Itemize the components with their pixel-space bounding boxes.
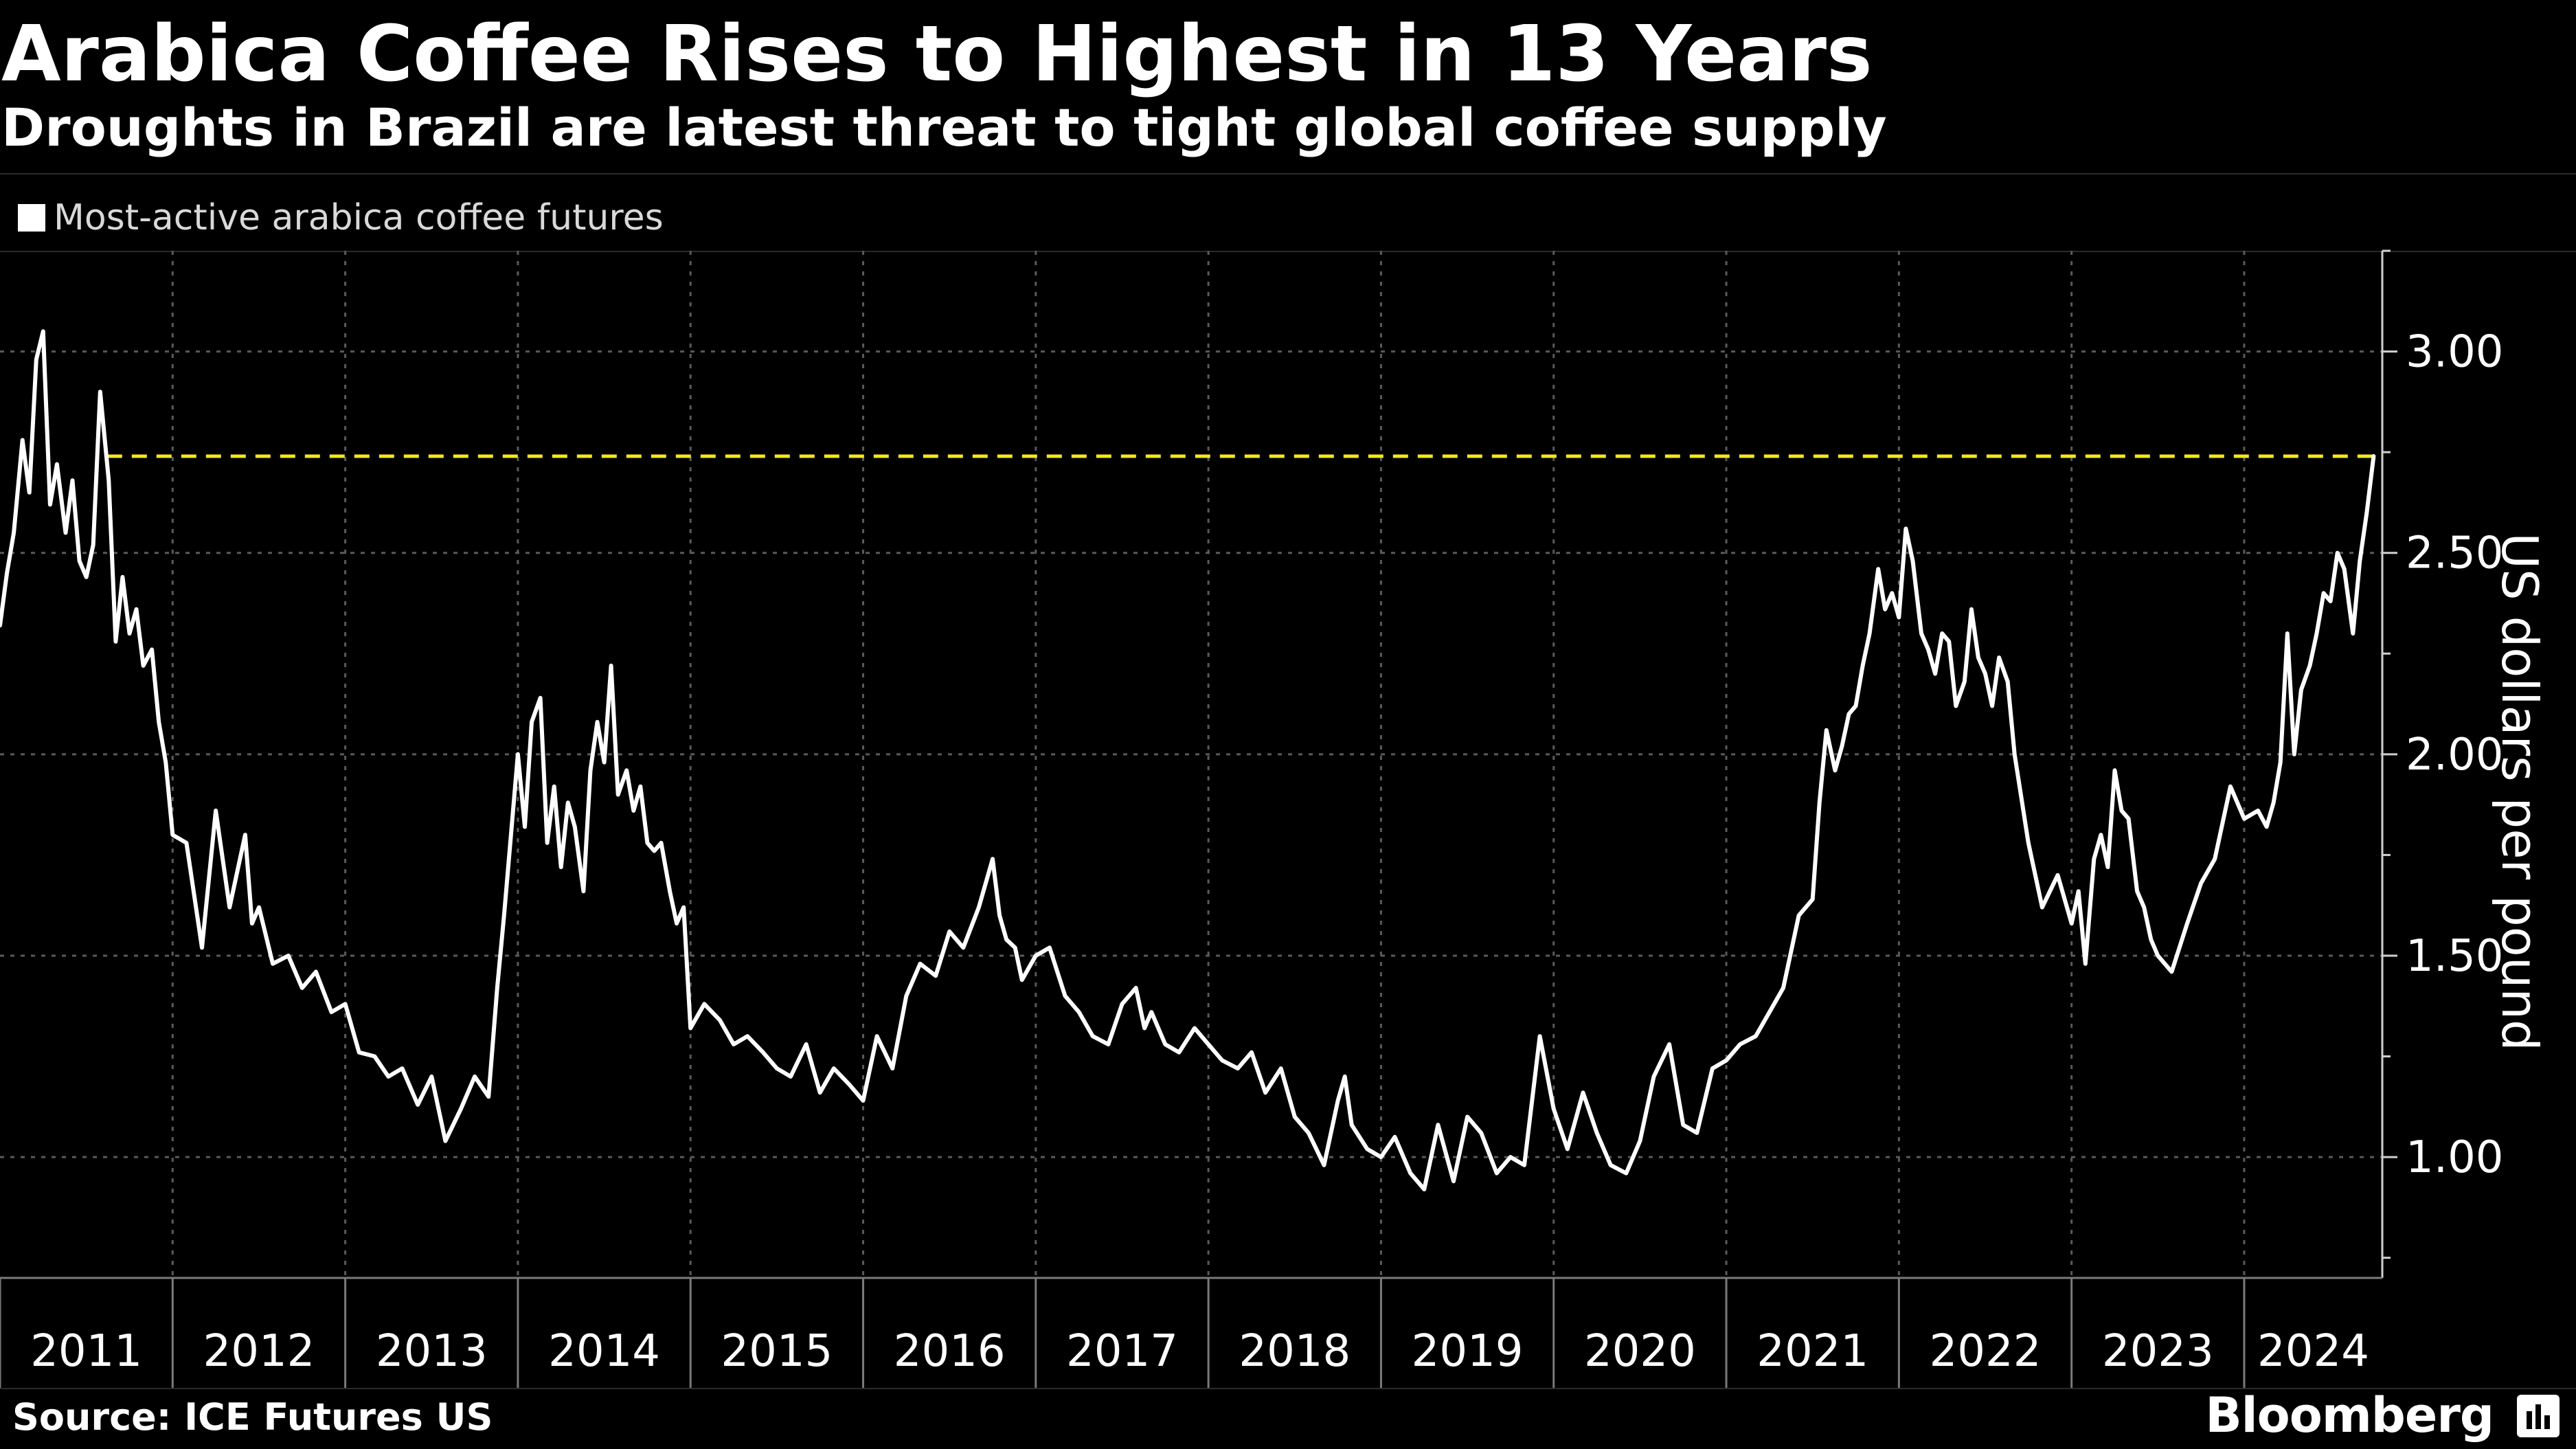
x-tick-label: 2020 <box>1584 1326 1696 1377</box>
y-tick-label: 1.50 <box>2406 931 2504 982</box>
x-tick-label: 2021 <box>1756 1326 1868 1377</box>
x-tick-label: 2024 <box>2257 1326 2369 1377</box>
x-tick-label: 2018 <box>1239 1326 1351 1377</box>
chart-subtitle: Droughts in Brazil are latest threat to … <box>1 97 1887 158</box>
x-tick-label: 2017 <box>1066 1326 1178 1377</box>
source-note: Source: ICE Futures US <box>12 1395 493 1439</box>
bloomberg-terminal-icon <box>2517 1395 2560 1437</box>
y-tick-label: 2.50 <box>2406 528 2504 579</box>
chart-title: Arabica Coffee Rises to Highest in 13 Ye… <box>1 10 1873 99</box>
legend-label: Most-active arabica coffee futures <box>54 197 664 238</box>
y-tick-label: 3.00 <box>2406 327 2504 378</box>
x-tick-label: 2013 <box>376 1326 488 1377</box>
legend: Most-active arabica coffee futures <box>18 194 664 242</box>
x-tick-label: 2023 <box>2102 1326 2214 1377</box>
y-tick-label: 1.00 <box>2406 1132 2504 1183</box>
x-tick-label: 2012 <box>203 1326 315 1377</box>
bloomberg-logo: Bloomberg <box>2205 1387 2494 1444</box>
x-tick-label: 2019 <box>1412 1326 1524 1377</box>
legend-swatch <box>18 204 45 232</box>
x-tick-label: 2014 <box>548 1326 660 1377</box>
series-line-arabica-futures <box>0 329 2376 1191</box>
x-tick-label: 2016 <box>894 1326 1006 1377</box>
x-tick-label: 2022 <box>1930 1326 2042 1377</box>
y-tick-label: 2.00 <box>2406 730 2504 780</box>
x-tick-label: 2015 <box>721 1326 833 1377</box>
header-divider <box>0 173 2576 175</box>
x-tick-label: 2011 <box>30 1326 142 1377</box>
legend-divider <box>0 251 2576 252</box>
y-axis-label: US dollars per pound <box>2491 532 2549 1051</box>
footer-divider <box>0 1388 2576 1389</box>
